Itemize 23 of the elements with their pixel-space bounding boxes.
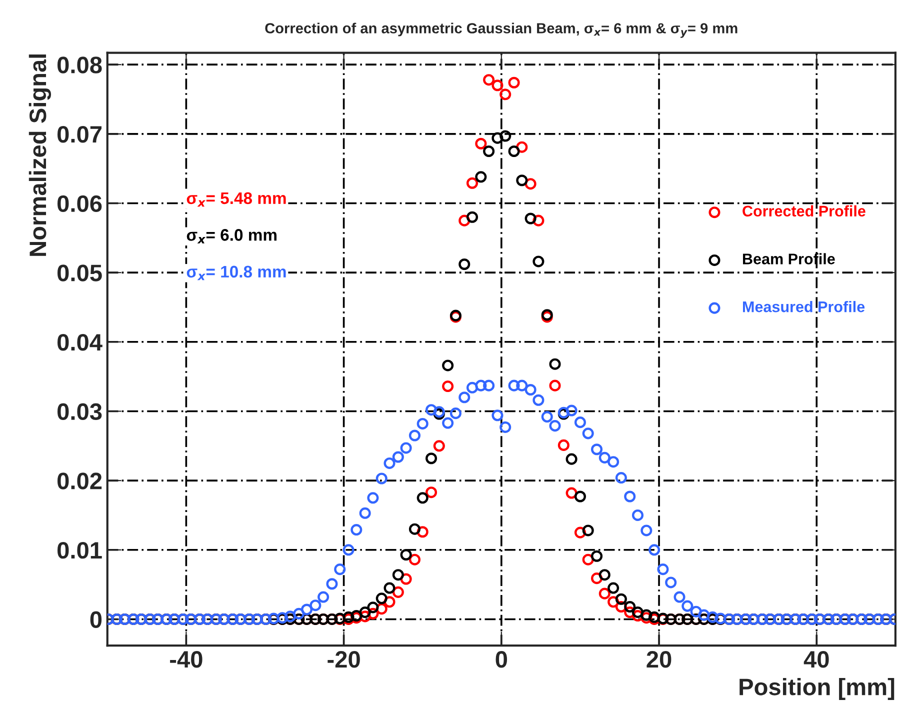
y-tick-label: 0 [90,611,102,628]
y-tick-label: 0.01 [58,542,102,559]
y-tick-label: 0.08 [58,56,102,74]
y-axis-title: Normalized Signal [28,54,52,256]
x-tick-label: 40 [804,651,829,668]
y-tick-label: 0.06 [58,195,102,212]
x-tick-label: 0 [496,651,508,668]
annotation: σ$_{x}$= 5.48 mm [186,192,286,207]
annotation: σ$_{x}$= 6.0 mm [186,229,276,244]
x-tick-label: 20 [646,651,672,668]
legend-label: Measured Profile [743,301,865,312]
x-axis-title: Position [mm] [740,678,894,700]
annotation: σ$_{x}$= 10.8 mm [186,266,286,280]
y-tick-label: 0.07 [58,126,102,143]
y-tick-label: 0.03 [58,403,102,420]
chart-title: Correction of an asymmetric Gaussian Beam, σ$_{x}$= 6 mm & σ$_{y}$= 9 mm [265,22,738,38]
y-tick-label: 0.04 [58,334,102,351]
y-tick-label: 0.05 [58,264,102,282]
x-tick-label: -20 [328,651,360,668]
legend-label: Corrected Profile [742,205,866,217]
x-tick-label: -40 [170,651,202,668]
legend-label: Beam Profile [743,253,835,264]
y-tick-label: 0.02 [58,472,102,490]
